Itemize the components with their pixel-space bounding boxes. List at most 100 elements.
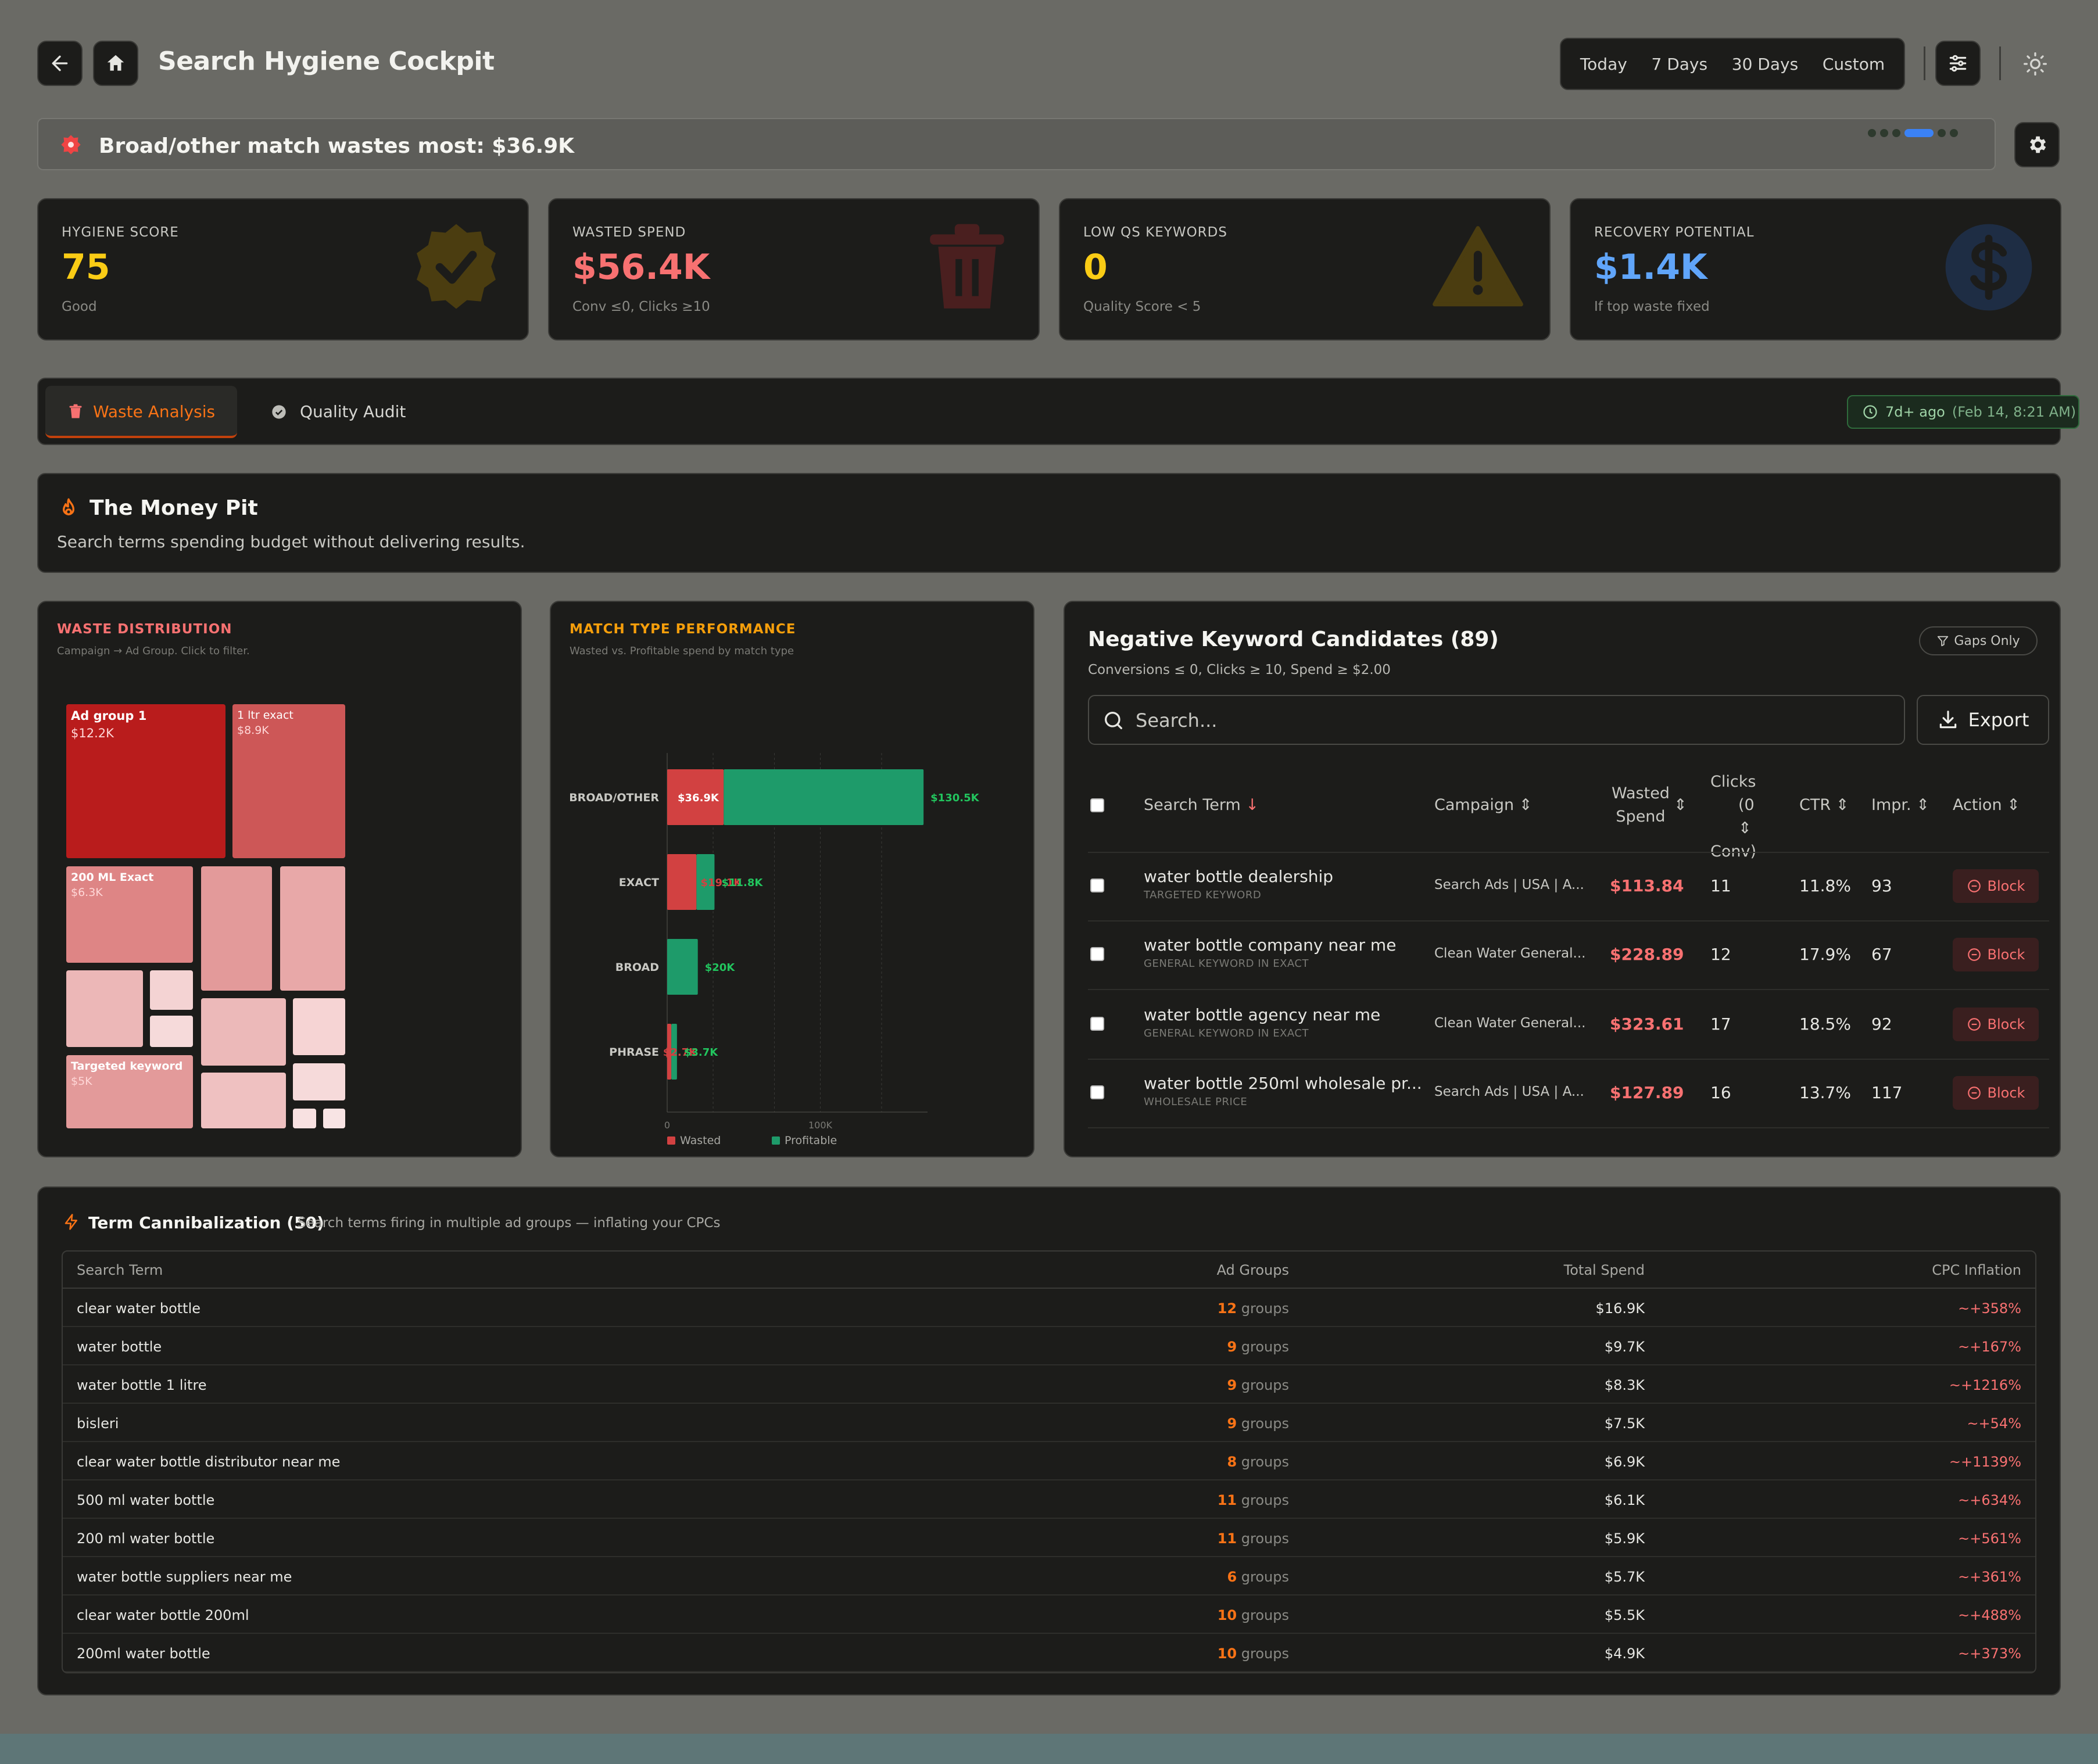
ticker-dot[interactable]	[1950, 129, 1958, 137]
kpi-sub: If top waste fixed	[1594, 299, 1710, 314]
bar-wasted	[667, 769, 724, 825]
treemap-tile[interactable]	[323, 1109, 345, 1128]
ctr: 13.7%	[1799, 1083, 1851, 1102]
range-7-days[interactable]: 7 Days	[1651, 54, 1708, 74]
row-checkbox[interactable]	[1090, 947, 1104, 961]
block-button[interactable]: Block	[1953, 1008, 2039, 1041]
alert-text: Broad/other match wastes most: $36.9K	[99, 134, 575, 158]
treemap-tile[interactable]: 1 ltr exact $8.9K	[232, 704, 345, 858]
settings-button[interactable]	[2014, 122, 2060, 167]
ticker-dot[interactable]	[1880, 129, 1888, 137]
header-label: CTR	[1799, 796, 1831, 814]
impressions: 92	[1871, 1014, 1892, 1034]
table-row[interactable]: 200ml water bottle 10 groups $4.9K ~+373%	[63, 1634, 2035, 1672]
table-row[interactable]: clear water bottle 12 groups $16.9K ~+358%	[63, 1289, 2035, 1327]
header-label: Clicks	[1710, 773, 1756, 791]
treemap-tile[interactable]	[66, 970, 143, 1047]
block-button[interactable]: Block	[1953, 1076, 2039, 1110]
kpi-value: 75	[62, 247, 110, 288]
group-unit: groups	[1241, 1607, 1289, 1623]
tab-quality-audit[interactable]: Quality Audit	[265, 386, 439, 438]
group-unit: groups	[1241, 1300, 1289, 1317]
ad-group-count: 9 groups	[1227, 1377, 1289, 1393]
wasted-spend: $228.89	[1610, 945, 1684, 964]
column-header-wasted-spend[interactable]: Wasted Spend	[1609, 782, 1673, 829]
cpc-inflation: ~+373%	[1958, 1645, 2021, 1662]
panel-subtitle: Search terms firing in multiple ad group…	[298, 1216, 721, 1231]
range-custom[interactable]: Custom	[1822, 54, 1885, 74]
table-row[interactable]: water bottle suppliers near me 6 groups $5…	[63, 1557, 2035, 1596]
sort-icon: ⇕	[1519, 796, 1533, 814]
table-row[interactable]: water bottle 9 groups $9.7K ~+167%	[63, 1327, 2035, 1365]
total-spend: $7.5K	[1604, 1415, 1645, 1432]
column-header-ctr[interactable]: CTR ⇕	[1799, 794, 1849, 817]
table-row[interactable]: 500 ml water bottle 11 groups $6.1K ~+634%	[63, 1480, 2035, 1519]
cpc-inflation: ~+1139%	[1949, 1454, 2021, 1470]
treemap-tile[interactable]	[280, 866, 345, 991]
table-row[interactable]: clear water bottle distributor near me 8 …	[63, 1442, 2035, 1480]
group-count: 12	[1217, 1300, 1237, 1317]
column-header-total-spend: Total Spend	[1563, 1262, 1645, 1278]
row-checkbox[interactable]	[1090, 1017, 1104, 1031]
column-header-search-term: Search Term	[77, 1262, 163, 1278]
waste-distribution-panel: WASTE DISTRIBUTION Campaign → Ad Group. …	[37, 601, 522, 1157]
ticker-dot[interactable]	[1868, 129, 1876, 137]
ticker-dot-active[interactable]	[1904, 129, 1934, 137]
block-button[interactable]: Block	[1953, 869, 2039, 903]
treemap-tile[interactable]	[150, 970, 193, 1010]
column-header-search-term[interactable]: Search Term ↓	[1144, 794, 1259, 817]
treemap-tile[interactable]	[201, 866, 272, 991]
column-header-clicks[interactable]: Clicks (0 ⇕ Conv)	[1710, 770, 1763, 863]
select-all-checkbox[interactable]	[1090, 798, 1104, 812]
treemap-tile[interactable]	[293, 998, 345, 1055]
treemap-tile[interactable]	[293, 1109, 316, 1128]
range-today[interactable]: Today	[1580, 54, 1627, 74]
kpi-sub: Quality Score < 5	[1083, 299, 1201, 314]
data-freshness-badge: 7d+ ago (Feb 14, 8:21 AM)	[1847, 395, 2079, 429]
search-field[interactable]	[1088, 695, 1905, 745]
treemap-tile[interactable]	[201, 1073, 286, 1128]
search-icon	[1105, 712, 1122, 729]
home-button[interactable]	[93, 41, 138, 86]
search-input[interactable]	[1136, 707, 1891, 734]
header-label: Spend	[1616, 808, 1666, 826]
table-row[interactable]: bisleri 9 groups $7.5K ~+54%	[63, 1404, 2035, 1442]
treemap-tile[interactable]	[201, 998, 286, 1066]
row-checkbox[interactable]	[1090, 1085, 1104, 1099]
group-count: 9	[1227, 1339, 1237, 1355]
total-spend: $8.3K	[1604, 1377, 1645, 1393]
ad-group-count: 9 groups	[1227, 1339, 1289, 1355]
ticker-dot[interactable]	[1938, 129, 1946, 137]
tab-waste-analysis[interactable]: Waste Analysis	[45, 386, 237, 438]
theme-toggle[interactable]	[2022, 51, 2048, 77]
kpi-low-qs-keywords: LOW QS KEYWORDS 0 Quality Score < 5	[1059, 198, 1551, 340]
treemap-tile[interactable]: Targeted keyword $5K	[66, 1055, 193, 1128]
range-30-days[interactable]: 30 Days	[1731, 54, 1799, 74]
column-header-campaign[interactable]: Campaign ⇕	[1434, 794, 1532, 817]
ticker-dot[interactable]	[1892, 129, 1900, 137]
row-checkbox[interactable]	[1090, 879, 1104, 892]
treemap-tile[interactable]: Ad group 1 $12.2K	[66, 704, 225, 858]
treemap-tile[interactable]	[293, 1063, 345, 1100]
legend-label: Profitable	[785, 1134, 837, 1147]
kpi-label: LOW QS KEYWORDS	[1083, 225, 1227, 240]
back-button[interactable]	[37, 41, 83, 86]
table-row[interactable]: 200 ml water bottle 11 groups $5.9K ~+561%	[63, 1519, 2035, 1557]
block-button[interactable]: Block	[1953, 938, 2039, 971]
data-label-profitable: $11.8K	[721, 877, 763, 889]
search-term: water bottle dealership	[1144, 867, 1334, 886]
gaps-only-filter[interactable]: Gaps Only	[1919, 626, 2038, 655]
treemap-tile[interactable]	[150, 1016, 193, 1047]
category-label: PHRASE	[609, 1046, 659, 1059]
export-button[interactable]: Export	[1917, 695, 2049, 745]
column-header-action[interactable]: Action ⇕	[1953, 794, 2020, 817]
table-row[interactable]: water bottle 1 litre 9 groups $8.3K ~+1216%	[63, 1365, 2035, 1404]
total-spend: $6.9K	[1604, 1454, 1645, 1470]
campaign-name: Search Ads | USA | A...	[1434, 1084, 1584, 1099]
search-term: 200 ml water bottle	[77, 1530, 215, 1547]
filters-button[interactable]	[1935, 41, 1981, 86]
table-row[interactable]: clear water bottle 200ml 10 groups $5.5K ~+…	[63, 1596, 2035, 1634]
column-header-impr[interactable]: Impr. ⇕	[1871, 794, 1929, 817]
treemap-tile[interactable]: 200 ML Exact $6.3K	[66, 866, 193, 963]
category-label: BROAD	[615, 961, 659, 974]
